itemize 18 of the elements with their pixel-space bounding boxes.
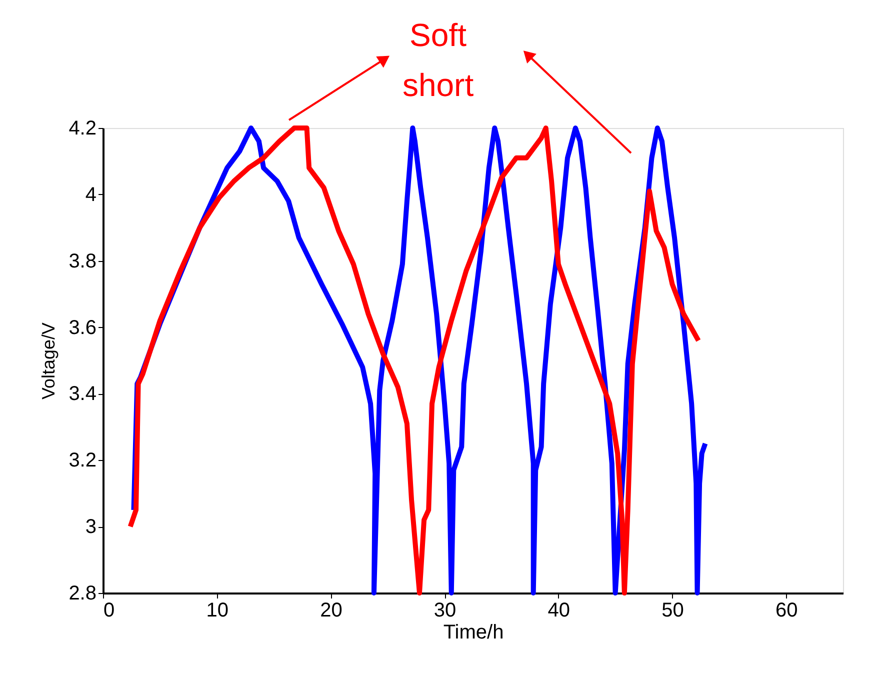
- x-tick-label: 40: [548, 600, 570, 622]
- x-tick-label: 60: [775, 600, 798, 622]
- x-tick-label: 50: [662, 600, 684, 622]
- x-tick-label: 30: [434, 600, 456, 622]
- x-tick-label: 0: [104, 600, 115, 622]
- y-tick-label: 3.2: [68, 450, 96, 472]
- x-tick-label: 10: [206, 600, 228, 622]
- y-tick-label: 4: [85, 184, 96, 206]
- x-tick-label: 20: [320, 600, 342, 622]
- y-tick-label: 3.4: [68, 383, 96, 406]
- y-tick-label: 3.8: [68, 250, 96, 272]
- y-tick-label: 3: [85, 516, 96, 538]
- text: Soft short: [402, 17, 474, 103]
- y-axis-title: Voltage/V: [38, 322, 59, 400]
- y-tick-label: 3.6: [68, 316, 96, 339]
- y-tick-label: 4.2: [68, 118, 96, 140]
- x-axis-title: Time/h: [443, 622, 504, 644]
- y-tick-label: 2.8: [68, 582, 96, 604]
